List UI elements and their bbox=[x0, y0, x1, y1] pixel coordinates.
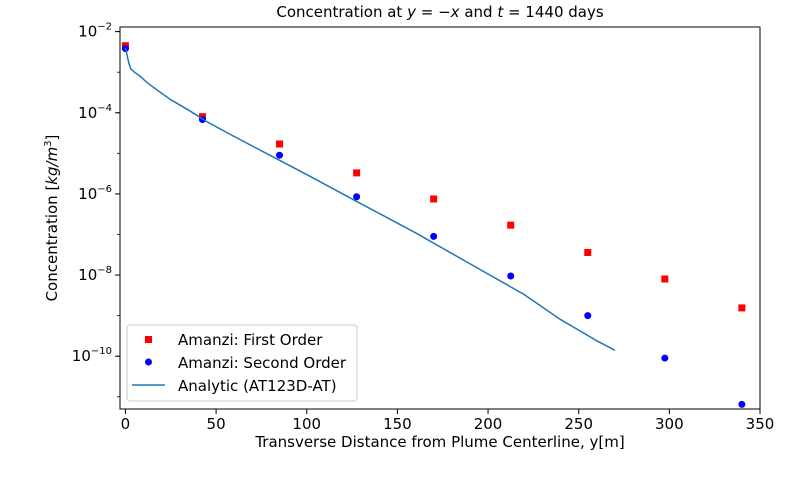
x-tick-label: 150 bbox=[383, 415, 412, 433]
y-tick-label: 10−4 bbox=[78, 103, 112, 122]
data-point-second-order bbox=[661, 354, 669, 362]
data-point-second-order bbox=[507, 272, 515, 280]
y-axis-ticks: 10−2 10−4 10−6 10−8 10−10 bbox=[72, 22, 120, 398]
legend-label-analytic: Analytic (AT123D-AT) bbox=[178, 377, 337, 395]
legend-marker-square-icon bbox=[145, 336, 152, 343]
y-tick-label: 10−10 bbox=[72, 346, 112, 365]
x-tick-label: 50 bbox=[207, 415, 226, 433]
x-axis-ticks: 0 50 100 150 200 250 300 350 bbox=[121, 409, 775, 433]
chart-title: Concentration at y = −x and t = 1440 day… bbox=[276, 3, 603, 21]
series-line-analytic bbox=[124, 47, 616, 351]
data-point-first-order bbox=[276, 140, 284, 148]
data-point-first-order bbox=[353, 169, 361, 177]
data-point-second-order bbox=[353, 193, 361, 201]
axes-frame bbox=[119, 26, 761, 410]
data-point-second-order bbox=[584, 312, 592, 320]
x-tick-label: 100 bbox=[292, 415, 321, 433]
legend-label-first-order: Amanzi: First Order bbox=[178, 331, 323, 349]
y-axis-label: Concentration [kg/m3] bbox=[43, 135, 61, 302]
x-axis-label: Transverse Distance from Plume Centerlin… bbox=[254, 433, 624, 451]
data-point-second-order bbox=[276, 151, 284, 159]
y-tick-label: 10−2 bbox=[78, 22, 112, 41]
legend-marker-circle-icon bbox=[145, 358, 152, 366]
legend-label-second-order: Amanzi: Second Order bbox=[178, 354, 347, 372]
data-point-first-order bbox=[507, 221, 515, 229]
x-tick-label: 0 bbox=[121, 415, 131, 433]
data-series bbox=[121, 42, 746, 408]
y-tick-label: 10−6 bbox=[78, 184, 112, 203]
data-point-second-order bbox=[430, 232, 438, 240]
legend: Amanzi: First Order Amanzi: Second Order… bbox=[126, 324, 358, 402]
data-point-first-order bbox=[584, 248, 592, 256]
data-point-second-order bbox=[738, 400, 746, 408]
x-tick-label: 300 bbox=[655, 415, 684, 433]
x-tick-label: 200 bbox=[474, 415, 503, 433]
y-tick-label: 10−8 bbox=[78, 265, 112, 284]
data-point-first-order bbox=[661, 275, 669, 283]
data-point-first-order bbox=[430, 195, 438, 203]
data-point-first-order bbox=[738, 304, 746, 312]
x-tick-label: 250 bbox=[564, 415, 593, 433]
x-tick-label: 350 bbox=[746, 415, 775, 433]
legend-box bbox=[126, 324, 358, 402]
